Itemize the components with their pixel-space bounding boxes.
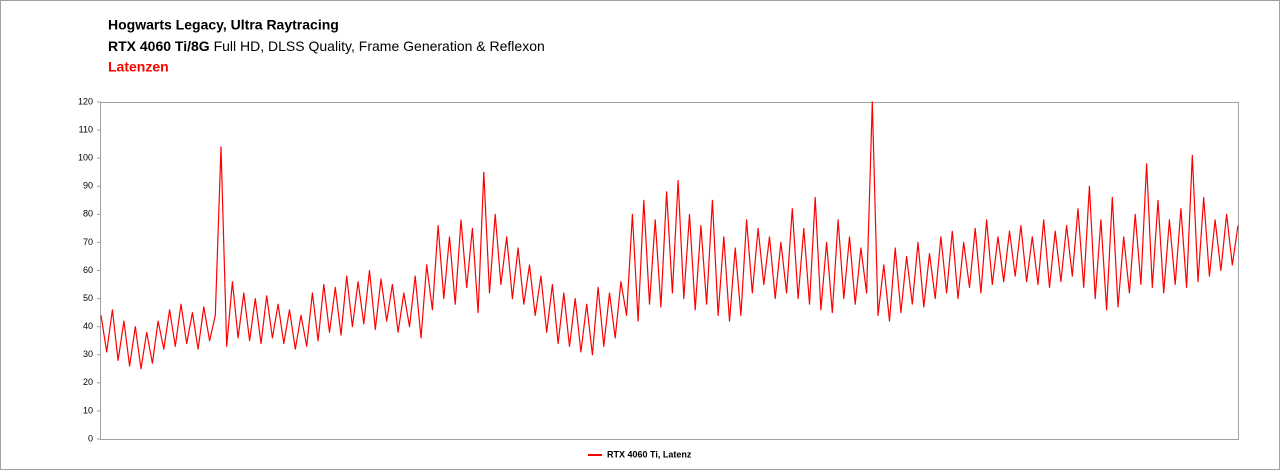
y-tick-label: 120 <box>78 96 93 106</box>
y-tick-label: 30 <box>83 349 93 359</box>
annotation: Latenzen <box>108 59 169 75</box>
y-tick-label: 70 <box>83 237 93 247</box>
y-tick-label: 10 <box>83 405 93 415</box>
y-tick-label: 60 <box>83 265 93 275</box>
y-tick-label: 100 <box>78 153 93 163</box>
y-tick-label: 90 <box>83 181 93 191</box>
y-tick-label: 40 <box>83 321 93 331</box>
y-tick-label: 50 <box>83 293 93 303</box>
y-tick-label: 0 <box>88 433 93 443</box>
chart-subtitle: RTX 4060 Ti/8G Full HD, DLSS Quality, Fr… <box>108 38 545 54</box>
chart-title: Hogwarts Legacy, Ultra Raytracing <box>108 17 339 33</box>
subtitle-bold: RTX 4060 Ti/8G <box>108 38 210 54</box>
y-tick-label: 110 <box>79 124 93 134</box>
legend-label: RTX 4060 Ti, Latenz <box>607 449 692 459</box>
subtitle-rest: Full HD, DLSS Quality, Frame Generation … <box>214 38 545 54</box>
y-tick-label: 80 <box>83 209 93 219</box>
series-line <box>100 101 1239 370</box>
y-tick-label: 20 <box>83 377 93 387</box>
